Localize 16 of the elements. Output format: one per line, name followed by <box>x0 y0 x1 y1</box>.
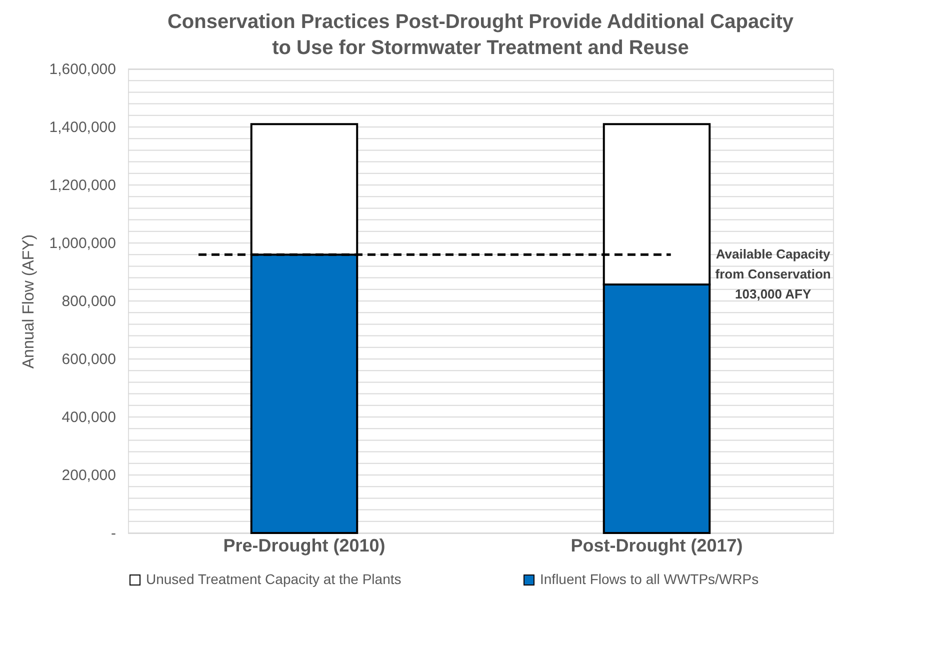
y-tick-label: 400,000 <box>62 409 116 426</box>
y-tick-label: 1,000,000 <box>49 235 116 252</box>
y-tick-label: 200,000 <box>62 467 116 484</box>
annotation: Available Capacity from Conservation 103,000 AFY <box>715 246 832 302</box>
y-axis-title: Annual Flow (AFY) <box>20 234 38 369</box>
y-tick-label: 800,000 <box>62 293 116 310</box>
y-tick-label: 1,600,000 <box>49 61 116 78</box>
chart-title: Conservation Practices Post-Drought Provide Additional Capacity to Use for Stormwater Treatment and Reuse <box>167 11 794 59</box>
y-tick-label: - <box>111 525 116 542</box>
y-tick-label: 600,000 <box>62 351 116 368</box>
y-tick-label: 1,400,000 <box>49 119 116 136</box>
x-tick-label: Post-Drought (2017) <box>570 536 743 556</box>
x-tick-label: Pre-Drought (2010) <box>223 536 386 556</box>
legend-label: Unused Treatment Capacity at the Plants <box>146 571 402 587</box>
legend-label: Influent Flows to all WWTPs/WRPs <box>540 571 759 587</box>
y-tick-label: 1,200,000 <box>49 177 116 194</box>
